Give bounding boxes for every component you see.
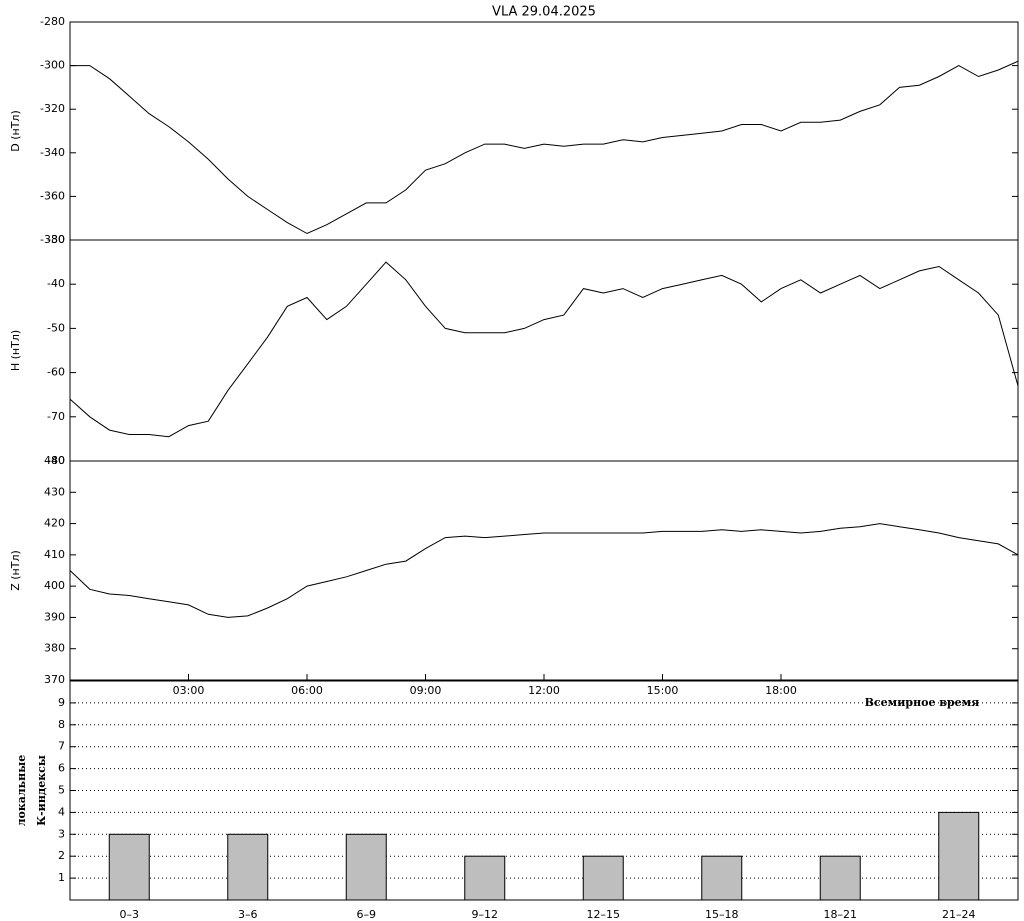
y-tick-label: 2 bbox=[58, 849, 65, 862]
y-tick-label: 380 bbox=[44, 642, 65, 655]
y-tick-label: -80 bbox=[47, 454, 65, 467]
x-tick-label: 9–12 bbox=[472, 908, 499, 921]
bar bbox=[464, 855, 506, 901]
data-line bbox=[70, 60, 1019, 235]
y-tick-label: 430 bbox=[44, 485, 65, 498]
bar bbox=[108, 833, 150, 901]
x-tick-label: 03:00 bbox=[173, 684, 205, 697]
x-tick-label: 15:00 bbox=[647, 684, 679, 697]
y-tick-label: 8 bbox=[58, 718, 65, 731]
bar bbox=[938, 811, 980, 901]
y-tick-label: 3 bbox=[58, 827, 65, 840]
y-tick-label: 390 bbox=[44, 610, 65, 623]
x-tick-label: 18–21 bbox=[824, 908, 858, 921]
y-tick-label: -280 bbox=[40, 15, 65, 28]
data-line bbox=[69, 261, 1019, 438]
plot-frame bbox=[69, 21, 1019, 241]
bar bbox=[701, 855, 743, 901]
y-tick-label: 4 bbox=[58, 805, 65, 818]
y-tick-label: 440 bbox=[44, 454, 65, 467]
y-tick-label: -320 bbox=[40, 102, 65, 115]
y-tick-label: -50 bbox=[47, 321, 65, 334]
chart-title: VLA 29.04.2025 bbox=[492, 5, 596, 20]
x-tick-label: 21–24 bbox=[942, 908, 976, 921]
y-tick-label: 370 bbox=[44, 673, 65, 686]
y-tick-label: -70 bbox=[47, 410, 65, 423]
y-axis-label: H (нТл) bbox=[9, 330, 22, 371]
data-line bbox=[69, 523, 1019, 618]
bar bbox=[582, 855, 624, 901]
y-axis-label: локальные bbox=[15, 755, 28, 826]
y-tick-label: -340 bbox=[40, 146, 65, 159]
x-tick-label: 0–3 bbox=[120, 908, 140, 921]
x-tick-label: 6–9 bbox=[357, 908, 377, 921]
y-tick-label: 7 bbox=[58, 740, 65, 753]
x-tick-label: 3–6 bbox=[238, 908, 258, 921]
y-tick-label: -40 bbox=[47, 277, 65, 290]
bar bbox=[345, 833, 387, 901]
bar bbox=[819, 855, 861, 901]
y-tick-label: 420 bbox=[44, 517, 65, 530]
bar bbox=[227, 833, 269, 901]
y-axis-label: К-индексы bbox=[35, 755, 48, 826]
y-tick-label: 410 bbox=[44, 548, 65, 561]
y-axis-label: D (нТл) bbox=[9, 110, 22, 152]
y-tick-label: -30 bbox=[47, 233, 65, 246]
plot-frame bbox=[69, 460, 1019, 681]
y-tick-label: 1 bbox=[58, 871, 65, 884]
x-tick-label: 12:00 bbox=[528, 684, 560, 697]
y-tick-label: -360 bbox=[40, 189, 65, 202]
y-tick-label: -60 bbox=[47, 366, 65, 379]
y-tick-label: 400 bbox=[44, 579, 65, 592]
y-tick-label: 5 bbox=[58, 784, 65, 797]
x-tick-label: 15–18 bbox=[705, 908, 739, 921]
x-tick-label: 12–15 bbox=[587, 908, 621, 921]
y-tick-label: -300 bbox=[40, 59, 65, 72]
x-tick-label: 09:00 bbox=[410, 684, 442, 697]
x-tick-label: 18:00 bbox=[765, 684, 797, 697]
x-tick-label: 06:00 bbox=[291, 684, 323, 697]
plot-frame bbox=[69, 680, 1019, 901]
y-tick-label: 9 bbox=[58, 696, 65, 709]
y-tick-label: -380 bbox=[40, 233, 65, 246]
y-tick-label: 6 bbox=[58, 762, 65, 775]
y-axis-label: Z (нТл) bbox=[9, 550, 22, 591]
plot-frame bbox=[69, 239, 1019, 462]
